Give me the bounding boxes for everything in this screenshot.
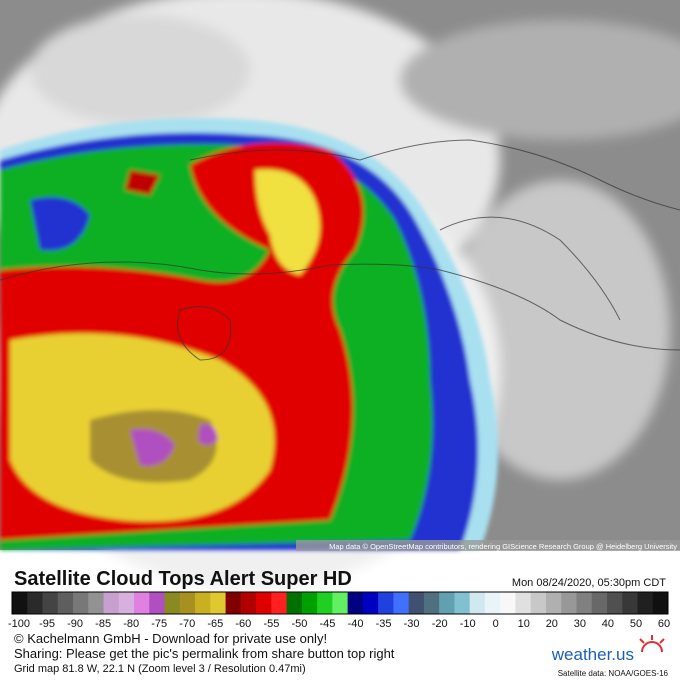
colorbar-tick-label: -10 <box>460 618 476 630</box>
colorbar-cell <box>378 592 394 614</box>
data-source: Satellite data: NOAA/GOES-16 <box>558 669 669 678</box>
logo-sun <box>639 635 665 653</box>
colorbar-tick-label: -70 <box>179 618 195 630</box>
colorbar-cell <box>515 592 532 614</box>
colorbar-cell <box>347 592 364 614</box>
colorbar-cell <box>362 592 379 614</box>
colorbar-tick-label: -65 <box>207 618 223 630</box>
colorbar: -100 -95 -90 -85 -80 -75 -70 -65 -60 -55 -50 -45 -40… <box>8 591 670 630</box>
colorbar-tick-label: -35 <box>376 618 392 630</box>
colorbar-cell <box>332 592 349 614</box>
map-attribution: Map data © OpenStreetMap contributors, r… <box>329 542 677 551</box>
colorbar-cell <box>256 592 272 614</box>
colorbar-cell <box>240 592 257 614</box>
colorbar-tick-label: -60 <box>235 618 251 630</box>
colorbar-cell <box>637 592 654 614</box>
colorbar-cell <box>164 592 181 614</box>
colorbar-cell <box>12 592 28 614</box>
colorbar-cell <box>57 592 74 614</box>
sharing-note: Sharing: Please get the pic's permalink … <box>14 646 395 661</box>
colorbar-cell <box>622 592 638 614</box>
colorbar-tick-label: -45 <box>320 618 336 630</box>
colorbar-cell <box>271 592 288 614</box>
colorbar-tick-label: -90 <box>67 618 83 630</box>
colorbar-cell <box>42 592 59 614</box>
colorbar-cell <box>561 592 577 614</box>
colorbar-tick-label: -20 <box>432 618 448 630</box>
colorbar-cell <box>439 592 455 614</box>
colorbar-tick-label: -55 <box>263 618 279 630</box>
colorbar-cell <box>27 592 44 614</box>
satellite-image: Map data © OpenStreetMap contributors, r… <box>0 0 680 590</box>
grid-info: Grid map 81.8 W, 22.1 N (Zoom level 3 / … <box>14 663 306 675</box>
colorbar-cell <box>530 592 547 614</box>
colorbar-cell <box>225 592 242 614</box>
colorbar-cell <box>210 592 227 614</box>
colorbar-cell <box>591 592 608 614</box>
colorbar-tick-label: 50 <box>630 618 642 630</box>
colorbar-cell <box>652 592 669 614</box>
colorbar-tick-label: -30 <box>404 618 420 630</box>
colorbar-cell <box>118 592 135 614</box>
colorbar-cell <box>576 592 593 614</box>
colorbar-cell <box>103 592 120 614</box>
copyright: © Kachelmann GmbH - Download for private… <box>14 631 327 646</box>
colorbar-tick-label: -50 <box>291 618 307 630</box>
colorbar-cell <box>73 592 89 614</box>
colorbar-cell <box>179 592 196 614</box>
colorbar-cell <box>469 592 486 614</box>
colorbar-tick-label: 10 <box>518 618 530 630</box>
colorbar-cell <box>545 592 562 614</box>
colorbar-cell <box>500 592 516 614</box>
colorbar-cell <box>317 592 333 614</box>
colorbar-cell <box>134 592 150 614</box>
colorbar-cell <box>606 592 623 614</box>
colorbar-tick-label: 60 <box>658 618 670 630</box>
colorbar-tick-label: -75 <box>151 618 167 630</box>
colorbar-tick-label: 0 <box>493 618 499 630</box>
colorbar-tick-label: 40 <box>602 618 614 630</box>
colorbar-cell <box>408 592 425 614</box>
colorbar-frame <box>11 591 669 615</box>
colorbar-cell <box>393 592 410 614</box>
colorbar-tick-label: -95 <box>39 618 55 630</box>
colorbar-cell <box>149 592 166 614</box>
colorbar-tick-label: 30 <box>574 618 586 630</box>
timestamp: Mon 08/24/2020, 05:30pm CDT <box>512 577 666 589</box>
colorbar-cell <box>286 592 303 614</box>
colorbar-tick-label: -80 <box>123 618 139 630</box>
colorbar-cell <box>195 592 211 614</box>
colorbar-cell <box>454 592 471 614</box>
title: Satellite Cloud Tops Alert Super HD <box>14 568 352 590</box>
colorbar-tick-label: 20 <box>546 618 558 630</box>
colorbar-cell <box>423 592 440 614</box>
colorbar-tick-label: -85 <box>95 618 111 630</box>
colorbar-cell <box>484 592 501 614</box>
logo[interactable]: weather.us <box>551 645 634 664</box>
colorbar-cell <box>301 592 318 614</box>
colorbar-tick-label: -100 <box>8 618 30 630</box>
colorbar-cell <box>88 592 105 614</box>
colorbar-tick-label: -40 <box>348 618 364 630</box>
